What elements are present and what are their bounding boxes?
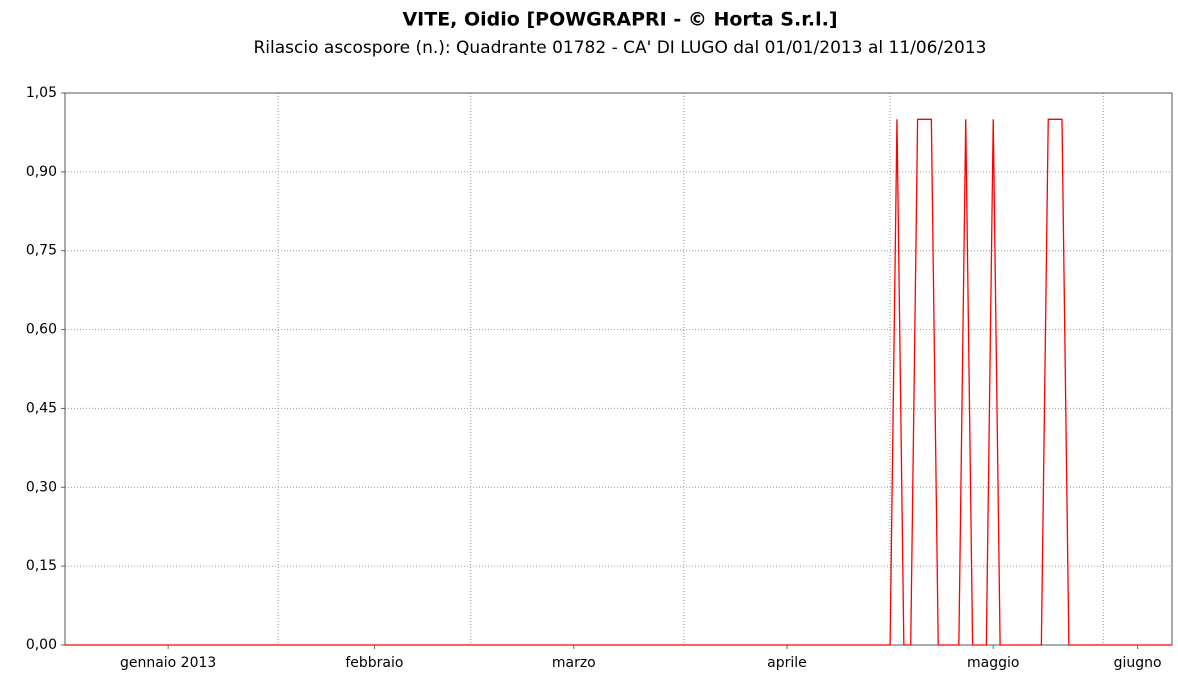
- y-tick-label: 0,00: [26, 637, 57, 653]
- y-tick-label: 0,45: [26, 400, 57, 416]
- x-tick-label: febbraio: [345, 655, 403, 671]
- y-tick-label: 1,05: [26, 85, 57, 101]
- chart-title: VITE, Oidio [POWGRAPRI - © Horta S.r.l.]: [402, 9, 837, 31]
- x-tick-label: aprile: [767, 655, 807, 671]
- x-tick-label: gennaio 2013: [120, 655, 216, 671]
- plot-area: [65, 93, 1172, 645]
- y-tick-label: 0,30: [26, 479, 57, 495]
- y-tick-label: 0,15: [26, 558, 57, 574]
- data-line: [65, 118, 1172, 646]
- y-tick-label: 0,90: [26, 164, 57, 180]
- x-tick-label: maggio: [967, 655, 1019, 671]
- chart-subtitle: Rilascio ascospore (n.): Quadrante 01782…: [254, 38, 987, 58]
- x-tick-label: giugno: [1114, 655, 1162, 671]
- y-tick-label: 0,60: [26, 322, 57, 338]
- y-tick-label: 0,75: [26, 243, 57, 259]
- x-tick-label: marzo: [552, 655, 596, 671]
